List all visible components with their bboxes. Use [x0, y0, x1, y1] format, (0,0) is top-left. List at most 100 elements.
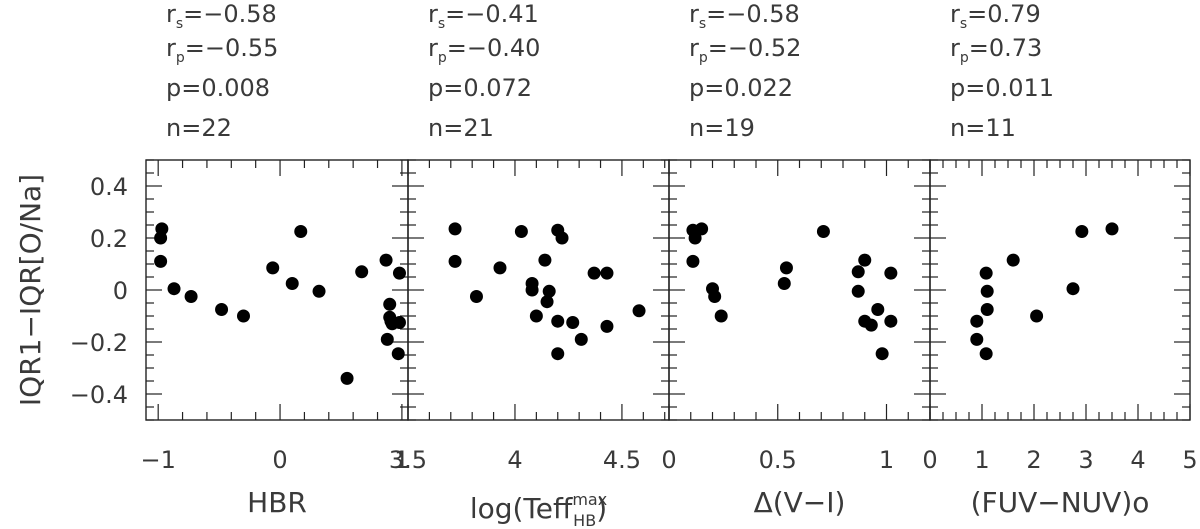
y-tick-label: 0: [113, 277, 128, 305]
stat-p: p=0.011: [950, 74, 1054, 102]
data-point: [540, 295, 554, 309]
stat-rp: rp=−0.40: [428, 34, 540, 66]
stat-value: 0.022: [724, 74, 793, 102]
x-axis-label-close: ): [596, 492, 607, 525]
data-point: [542, 284, 556, 298]
stat-equals: =: [704, 74, 724, 102]
stat-rs: rs=−0.58: [689, 0, 800, 32]
data-point: [884, 314, 898, 328]
data-point: [285, 277, 299, 290]
x-tick-label: 1: [974, 446, 989, 474]
stat-symbol: p: [689, 74, 704, 102]
data-point: [514, 225, 528, 238]
stat-equals: =: [183, 0, 203, 28]
data-point: [383, 297, 397, 311]
data-point: [777, 277, 791, 290]
stat-equals: =: [447, 34, 467, 62]
x-tick-label: 5: [1182, 446, 1197, 474]
data-point: [708, 290, 722, 303]
stat-value: 0.73: [989, 34, 1042, 62]
data-point: [884, 266, 898, 280]
data-point: [980, 303, 994, 316]
stat-symbol: r: [689, 34, 699, 62]
stat-equals: =: [181, 74, 201, 102]
data-point: [384, 314, 398, 328]
x-tick-label: 0: [922, 446, 937, 474]
data-point: [970, 332, 984, 346]
data-point: [970, 314, 984, 328]
y-tick-label: 0.2: [90, 225, 128, 253]
data-point: [1105, 222, 1119, 236]
data-point: [695, 222, 709, 236]
stat-subscript: p: [176, 50, 185, 66]
stat-symbol: r: [428, 0, 438, 28]
stat-symbol: p: [428, 74, 443, 102]
x-tick-label: 1: [394, 446, 409, 474]
x-axis-label-main: log(Teff: [470, 492, 573, 525]
data-point: [979, 266, 993, 280]
stat-rs: rs=−0.58: [166, 0, 277, 32]
data-point: [1030, 309, 1044, 323]
stat-value: 21: [463, 114, 494, 142]
stat-subscript: p: [699, 50, 708, 66]
stat-value: −0.41: [465, 0, 539, 28]
x-tick-label: 4: [1130, 446, 1145, 474]
stat-subscript: s: [960, 16, 967, 32]
stat-value: 0.011: [985, 74, 1054, 102]
x-tick-label: 2: [1026, 446, 1041, 474]
stat-n: n=11: [950, 114, 1016, 142]
y-tick-label: −0.4: [70, 381, 128, 409]
data-point: [851, 265, 865, 279]
stat-equals: =: [708, 34, 728, 62]
x-tick-label: 0: [661, 446, 676, 474]
stat-subscript: p: [438, 50, 447, 66]
data-point: [871, 303, 885, 316]
stat-value: −0.58: [726, 0, 800, 28]
data-point: [340, 371, 354, 385]
y-axis-label: IQR1−IQR[O/Na]: [14, 174, 47, 406]
stat-value: 11: [985, 114, 1016, 142]
stat-n: n=22: [166, 114, 232, 142]
data-point: [600, 319, 614, 333]
stat-equals: =: [704, 114, 724, 142]
stat-p: p=0.022: [689, 74, 793, 102]
panel-frame-1: [145, 159, 409, 421]
stat-equals: =: [185, 34, 205, 62]
data-point: [600, 266, 614, 280]
stats-layer: rs=−0.58rp=−0.55p=0.008n=22rs=−0.41rp=−0…: [166, 0, 1054, 142]
x-tick-label: 0: [272, 446, 287, 474]
data-point: [355, 265, 369, 279]
x-tick-label: 1: [879, 446, 894, 474]
data-point: [525, 283, 539, 297]
y-tick-label: 0.4: [90, 173, 128, 201]
data-point: [688, 231, 702, 245]
stat-equals: =: [443, 74, 463, 102]
x-tick-label: 4: [507, 446, 522, 474]
data-point: [1006, 253, 1020, 267]
data-point: [980, 284, 994, 298]
points-layer: [154, 222, 1119, 385]
stat-n: n=19: [689, 114, 755, 142]
stat-symbol: r: [428, 34, 438, 62]
data-point: [529, 309, 543, 323]
stat-equals: =: [445, 0, 465, 28]
stat-symbol: n: [689, 114, 704, 142]
stat-subscript: s: [699, 16, 706, 32]
x-tick-label: 3: [1078, 446, 1093, 474]
data-point: [448, 222, 462, 236]
stat-equals: =: [443, 114, 463, 142]
x-axis-label: Δ(V−I): [754, 486, 846, 519]
x-tick-label: −1: [140, 446, 175, 474]
stat-rp: rp=−0.55: [166, 34, 278, 66]
stat-n: n=21: [428, 114, 494, 142]
stat-value: −0.52: [728, 34, 802, 62]
data-point: [391, 347, 405, 361]
data-point: [538, 253, 552, 267]
data-point: [184, 290, 198, 303]
stat-symbol: r: [166, 34, 176, 62]
data-point: [392, 266, 406, 280]
stat-equals: =: [967, 0, 987, 28]
data-point: [686, 254, 700, 268]
